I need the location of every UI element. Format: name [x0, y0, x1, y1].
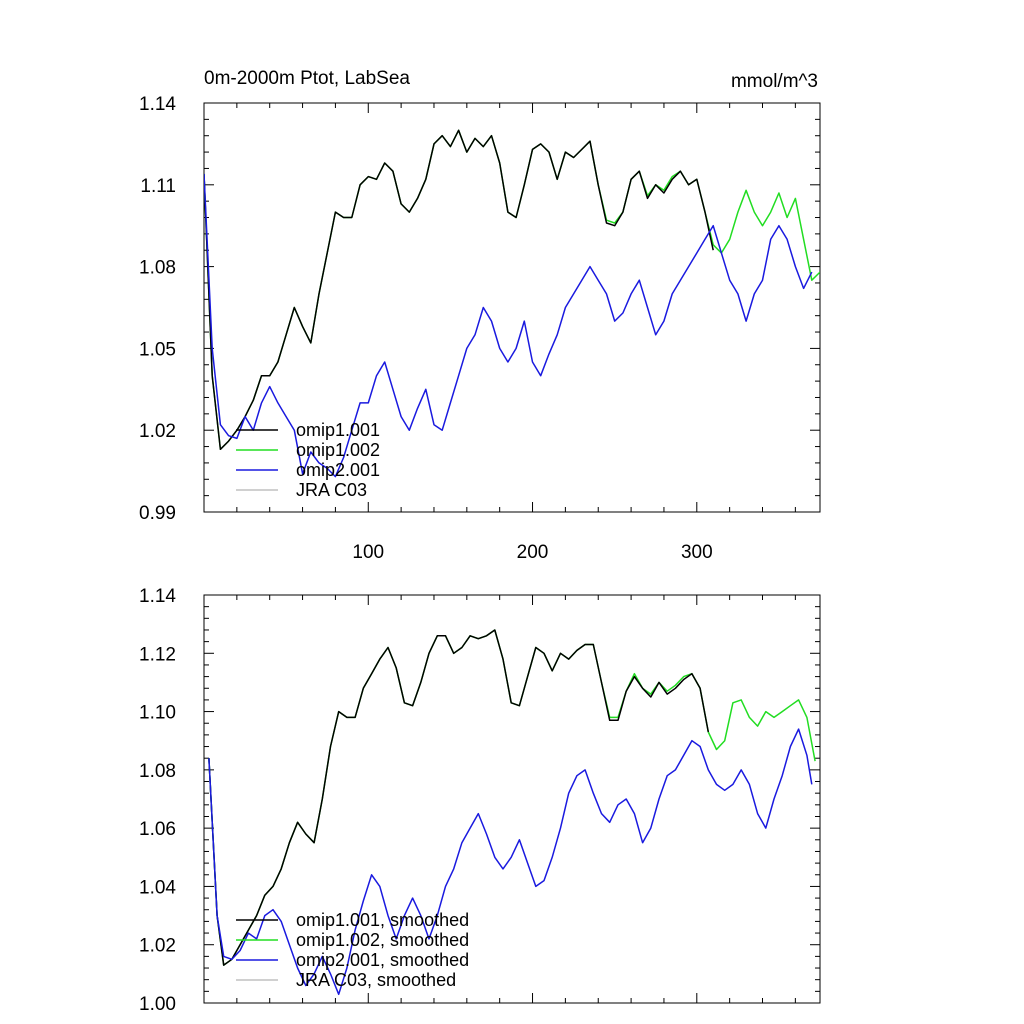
units-label: mmol/m^3 — [731, 71, 818, 92]
chart-title: 0m-2000m Ptot, LabSea — [204, 68, 410, 89]
y-tick-label: 1.02 — [139, 936, 176, 957]
x-tick-label: 200 — [517, 542, 549, 563]
plot-frame — [203, 102, 821, 513]
legend-label: JRA C03 — [296, 480, 367, 500]
series-line-omip1-001 — [204, 129, 714, 451]
x-tick-label: 300 — [681, 542, 713, 563]
series-line-omip1-001-smoothed — [208, 629, 710, 966]
y-tick-label: 1.12 — [139, 644, 176, 665]
legend-label: omip2.001, smoothed — [296, 950, 469, 970]
y-tick-label: 1.11 — [140, 176, 176, 197]
series-group — [204, 129, 820, 478]
chart-panel-1: 0.99 1.02 1.05 1.08 1.11 1.14 100 200 300 0m-2000… — [139, 68, 821, 563]
y-tick-label: 1.00 — [139, 994, 176, 1015]
legend-label: omip1.002 — [296, 440, 380, 460]
y-tick-label: 1.05 — [139, 339, 176, 360]
y-tick-label: 1.06 — [139, 819, 176, 840]
series-line-omip2-001 — [204, 173, 813, 478]
y-tick-label: 0.99 — [139, 503, 176, 524]
series-line-omip2-001-smoothed — [208, 728, 813, 996]
y-tick-label: 1.08 — [139, 258, 176, 279]
y-tick-label: 1.02 — [139, 421, 176, 442]
legend-label: omip2.001 — [296, 460, 380, 480]
y-tick-label: 1.14 — [139, 94, 176, 115]
legend-label: JRA C03, smoothed — [296, 970, 456, 990]
legend-label: omip1.001, smoothed — [296, 910, 469, 930]
y-tick-label: 1.08 — [139, 761, 176, 782]
y-tick-label: 1.10 — [139, 703, 176, 724]
x-tick-label: 100 — [352, 542, 384, 563]
legend-label: omip1.002, smoothed — [296, 930, 469, 950]
y-tick-label: 1.04 — [139, 877, 176, 898]
series-group — [208, 629, 816, 996]
chart-panel-2: 1.00 1.02 1.04 1.06 1.08 1.10 1.12 1.14 omip1.00… — [139, 586, 821, 1015]
series-line-omip1-002 — [204, 129, 820, 451]
legend-label: omip1.001 — [296, 420, 380, 440]
y-tick-label: 1.14 — [139, 586, 176, 607]
plot-frame — [203, 594, 821, 1004]
